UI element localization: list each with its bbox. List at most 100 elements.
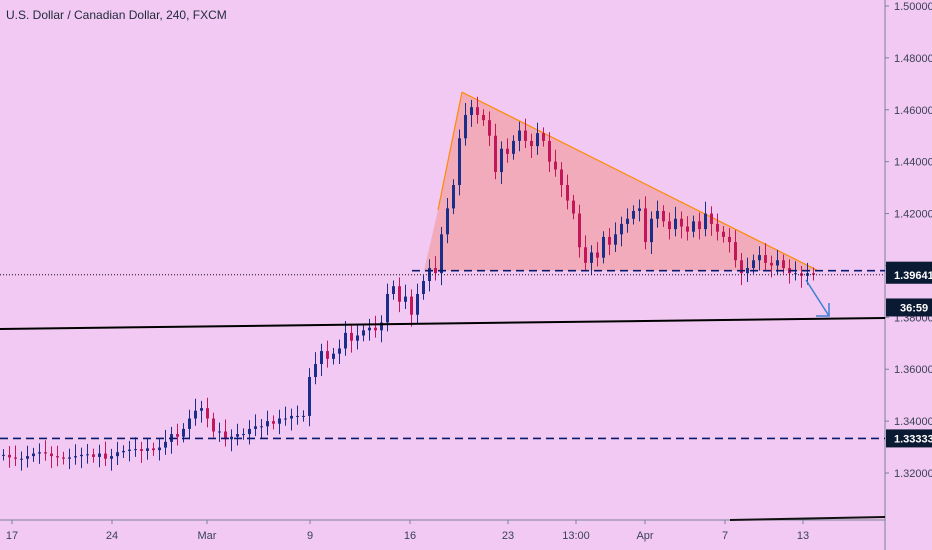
price-tick-label: 1.36000 xyxy=(894,364,932,376)
candle-body xyxy=(350,332,353,341)
price-badge xyxy=(886,265,932,284)
candle-body xyxy=(230,436,233,440)
candle-body xyxy=(344,332,347,349)
candle-body xyxy=(98,453,101,457)
time-tick-label: Mar xyxy=(198,530,217,542)
projection-arrowhead xyxy=(816,303,830,317)
candle-body xyxy=(710,213,713,224)
candle-body xyxy=(320,351,323,365)
candle-body xyxy=(464,114,467,139)
candle-body xyxy=(566,185,569,201)
candle-body xyxy=(182,428,185,437)
candle-body xyxy=(56,456,59,458)
candle-body xyxy=(416,293,419,315)
candle-body xyxy=(266,421,269,427)
trendline xyxy=(0,317,886,330)
price-tick-label: 1.46000 xyxy=(894,105,932,117)
candle-body xyxy=(716,223,719,232)
candle-body xyxy=(548,140,551,162)
candle-body xyxy=(626,218,629,224)
candle-body xyxy=(734,242,737,261)
candle-body xyxy=(314,364,317,378)
price-badge-label: 36:59 xyxy=(900,302,928,314)
candle-body xyxy=(410,296,413,315)
candle-body xyxy=(638,208,641,211)
projection-arrow xyxy=(805,279,830,317)
candle-body xyxy=(44,452,47,454)
candle-body xyxy=(704,213,707,230)
candle-body xyxy=(782,260,785,269)
candle-body xyxy=(662,210,665,222)
candle-body xyxy=(236,434,239,437)
candle-body xyxy=(164,441,167,448)
candle-body xyxy=(86,454,89,456)
candle-body xyxy=(518,130,521,141)
time-tick-label: 16 xyxy=(404,530,416,542)
time-tick-label: 17 xyxy=(6,530,18,542)
candle-body xyxy=(728,236,731,243)
candle-body xyxy=(692,221,695,232)
candle-body xyxy=(116,452,119,457)
candle-body xyxy=(602,236,605,258)
candle-body xyxy=(356,335,359,341)
candle-body xyxy=(764,255,767,263)
candle-body xyxy=(500,148,503,173)
candle-body xyxy=(50,453,53,457)
candle-body xyxy=(284,418,287,420)
candle-body xyxy=(254,426,257,429)
candle-body xyxy=(26,456,29,459)
price-badge-label: 1.33333 xyxy=(894,433,932,445)
candle-body xyxy=(554,161,557,170)
candle-body xyxy=(332,353,335,359)
candle-body xyxy=(686,226,689,232)
candle-body xyxy=(656,210,659,219)
candle-body xyxy=(368,327,371,331)
price-tick-label: 1.48000 xyxy=(894,53,932,65)
candle-body xyxy=(194,410,197,419)
candle-body xyxy=(524,130,527,141)
candle-body xyxy=(8,454,11,458)
candle-body xyxy=(632,210,635,219)
candle-body xyxy=(20,458,23,460)
candle-body xyxy=(674,218,677,230)
candle-body xyxy=(578,213,581,248)
price-tick-label: 1.44000 xyxy=(894,157,932,169)
candle-body xyxy=(752,260,755,269)
candle-body xyxy=(302,415,305,417)
candle-body xyxy=(134,449,137,451)
price-tick-label: 1.50000 xyxy=(894,1,932,13)
candle-body xyxy=(590,252,593,263)
candle-body xyxy=(404,296,407,302)
candle-body xyxy=(476,107,479,115)
candle-body xyxy=(260,426,263,428)
candle-body xyxy=(140,449,143,451)
candle-body xyxy=(596,252,599,258)
candle-body xyxy=(770,262,773,266)
candle-body xyxy=(128,449,131,451)
price-tick-label: 1.32000 xyxy=(894,468,932,480)
candle-body xyxy=(32,453,35,457)
candle-body xyxy=(326,351,329,359)
candle-body xyxy=(62,457,65,459)
candle-body xyxy=(146,448,149,451)
time-tick-label: 7 xyxy=(722,530,728,542)
candle-body xyxy=(512,140,515,154)
candle-body xyxy=(776,260,779,266)
candle-body xyxy=(644,208,647,243)
candle-body xyxy=(248,428,251,435)
candle-body xyxy=(536,133,539,147)
candle-body xyxy=(668,221,671,230)
candle-body xyxy=(278,418,281,424)
price-tick-label: 1.42000 xyxy=(894,209,932,221)
candle-body xyxy=(614,234,617,245)
candle-body xyxy=(470,107,473,115)
candle-body xyxy=(572,200,575,214)
candle-body xyxy=(608,236,611,245)
time-tick-label: 13:00 xyxy=(562,530,590,542)
candle-body xyxy=(494,135,497,173)
candle-body xyxy=(482,114,485,121)
candle-body xyxy=(398,286,401,302)
candle-body xyxy=(434,268,437,274)
candle-body xyxy=(386,293,389,323)
